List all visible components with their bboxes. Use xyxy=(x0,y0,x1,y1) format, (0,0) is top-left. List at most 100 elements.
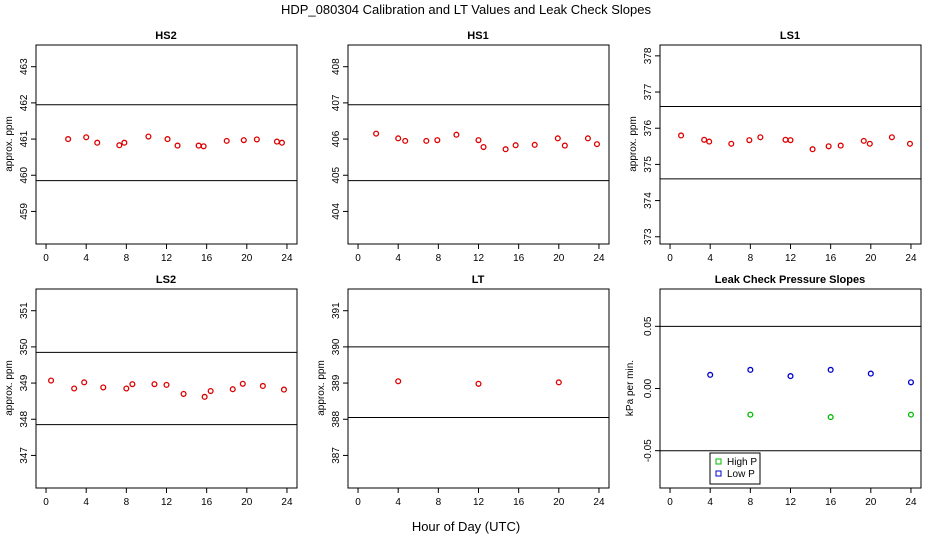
x-tick-label: 12 xyxy=(161,253,173,264)
data-point xyxy=(502,146,509,153)
y-tick-label: 463 xyxy=(19,58,30,75)
x-tick-label: 20 xyxy=(553,497,565,508)
panel-title: LS1 xyxy=(780,30,800,42)
x-tick-label: 0 xyxy=(43,253,49,264)
data-point xyxy=(180,390,187,397)
x-tick-label: 4 xyxy=(83,497,89,508)
data-point xyxy=(174,142,181,149)
x-tick-label: 16 xyxy=(201,253,213,264)
data-point xyxy=(123,385,130,392)
data-point xyxy=(827,366,834,373)
y-tick-label: 408 xyxy=(331,58,342,75)
x-tick-label: 24 xyxy=(905,497,917,508)
data-point xyxy=(83,134,90,141)
x-tick-label: 20 xyxy=(865,497,877,508)
x-tick-label: 0 xyxy=(667,497,673,508)
y-tick-label: 390 xyxy=(331,338,342,355)
data-point xyxy=(239,380,246,387)
x-tick-label: 12 xyxy=(473,253,485,264)
y-tick-label: 460 xyxy=(19,166,30,183)
data-point xyxy=(867,370,874,377)
x-tick-label: 16 xyxy=(201,497,213,508)
x-tick-label: 12 xyxy=(785,497,797,508)
y-tick-label: -0.05 xyxy=(643,439,654,462)
y-axis-label: approx. ppm xyxy=(4,116,15,172)
x-tick-label: 8 xyxy=(436,497,442,508)
y-tick-label: 377 xyxy=(643,83,654,100)
data-point xyxy=(554,135,561,142)
data-point xyxy=(584,135,591,142)
data-point xyxy=(787,373,794,380)
x-tick-label: 0 xyxy=(355,497,361,508)
plot-frame xyxy=(659,288,922,489)
data-point xyxy=(116,142,123,149)
data-point xyxy=(229,386,236,393)
x-tick-label: 0 xyxy=(355,253,361,264)
y-tick-label: 391 xyxy=(331,302,342,319)
y-tick-label: 378 xyxy=(643,47,654,64)
data-point xyxy=(273,138,280,145)
x-tick-label: 8 xyxy=(124,497,130,508)
y-tick-label: 348 xyxy=(19,410,30,427)
data-point xyxy=(164,136,171,143)
panel-title: LT xyxy=(472,274,485,286)
x-tick-label: 16 xyxy=(825,497,837,508)
x-tick-label: 16 xyxy=(513,253,525,264)
y-tick-label: 406 xyxy=(331,130,342,147)
x-tick-label: 8 xyxy=(748,497,754,508)
x-tick-label: 0 xyxy=(43,497,49,508)
data-point xyxy=(475,137,482,144)
data-point xyxy=(825,143,832,150)
legend-label-high-p: High P xyxy=(727,457,757,468)
x-axis-label: Hour of Day (UTC) xyxy=(412,519,520,534)
data-point xyxy=(809,146,816,153)
plot-frame xyxy=(347,288,610,489)
panel-title: Leak Check Pressure Slopes xyxy=(715,274,865,286)
data-point xyxy=(395,135,402,142)
data-point xyxy=(207,387,214,395)
panel-ls2: LS2 approx. ppm 0 4 8 12 16 20 24 347 348 349 350 3… xyxy=(4,274,298,508)
y-tick-label: 373 xyxy=(643,228,654,245)
data-point xyxy=(480,143,487,151)
data-point xyxy=(706,138,713,145)
data-point xyxy=(701,136,708,143)
data-point xyxy=(48,377,55,384)
data-point xyxy=(259,382,266,390)
data-point xyxy=(240,137,247,144)
y-tick-label: 405 xyxy=(331,166,342,183)
y-tick-label: 0.05 xyxy=(643,316,654,336)
y-tick-label: 404 xyxy=(331,203,342,220)
data-point xyxy=(71,385,78,392)
x-tick-label: 12 xyxy=(161,497,173,508)
data-point xyxy=(728,140,735,147)
y-axis-label: approx. ppm xyxy=(628,116,639,172)
data-point xyxy=(907,379,915,386)
y-tick-label: 351 xyxy=(19,302,30,319)
data-point xyxy=(555,379,562,386)
data-point xyxy=(707,371,714,378)
x-tick-label: 16 xyxy=(825,253,837,264)
y-tick-label: 349 xyxy=(19,374,30,391)
data-point xyxy=(475,380,482,387)
x-tick-label: 12 xyxy=(473,497,485,508)
y-tick-label: 375 xyxy=(643,156,654,173)
x-tick-label: 8 xyxy=(748,253,754,264)
x-tick-label: 20 xyxy=(865,253,877,264)
legend-box xyxy=(709,452,761,485)
data-point xyxy=(151,381,158,388)
data-point xyxy=(782,136,789,143)
figure-title: HDP_080304 Calibration and LT Values and… xyxy=(281,2,652,17)
x-tick-label: 4 xyxy=(83,253,89,264)
panel-title: HS2 xyxy=(155,30,176,42)
data-point xyxy=(100,384,107,391)
data-point xyxy=(395,378,402,385)
legend-label-low-p: Low P xyxy=(727,469,755,480)
legend-marker-low-p xyxy=(715,470,722,477)
panel-leak-check: Leak Check Pressure Slopes kPa per min. … xyxy=(625,274,922,508)
x-tick-label: 20 xyxy=(241,497,253,508)
x-tick-label: 24 xyxy=(593,253,605,264)
y-tick-label: 389 xyxy=(331,374,342,391)
x-tick-label: 24 xyxy=(593,497,605,508)
data-point xyxy=(201,393,208,400)
